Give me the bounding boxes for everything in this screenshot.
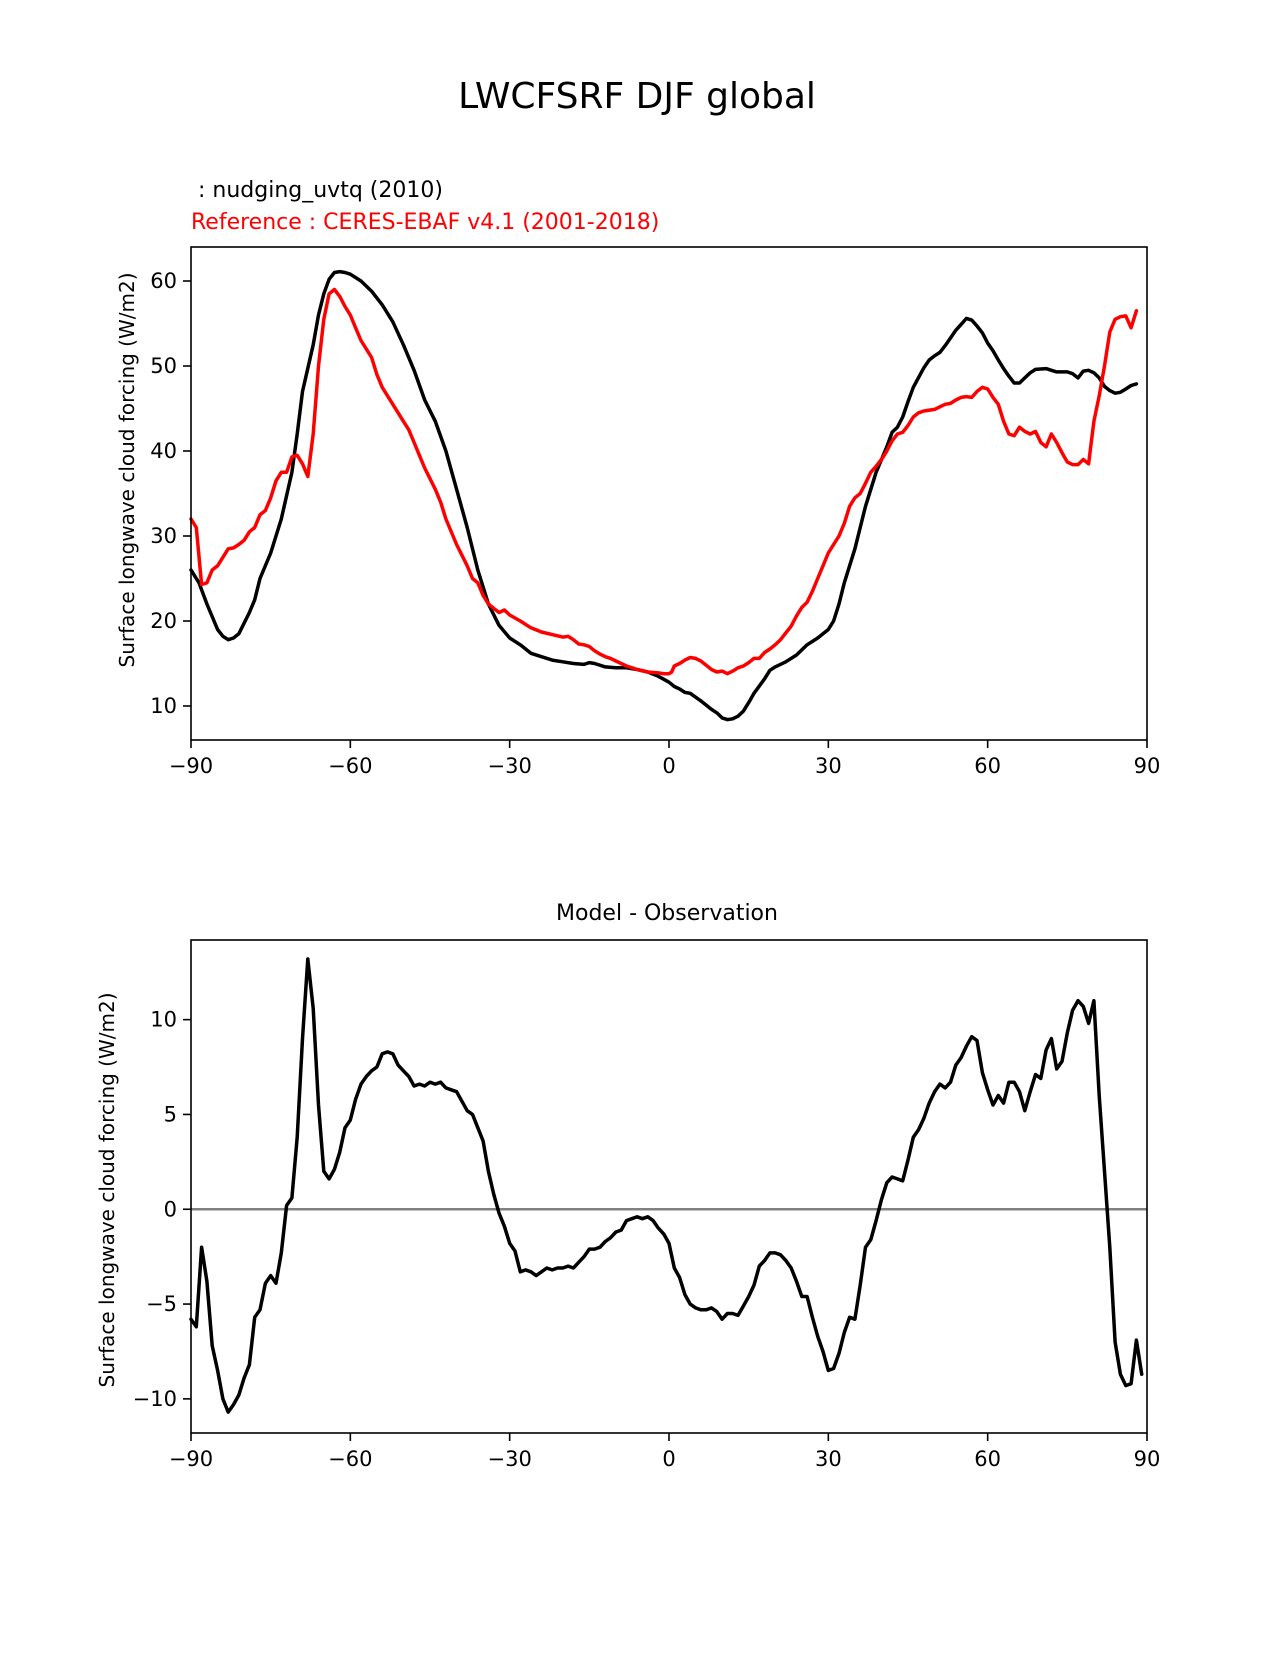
- bottom-ytick-label: 5: [164, 1102, 177, 1126]
- top-xtick-label: 90: [1134, 754, 1161, 778]
- top-xtick-label: 30: [815, 754, 842, 778]
- top-xtick-label: −90: [169, 754, 213, 778]
- top-ytick-label: 60: [150, 269, 177, 293]
- bottom-plot-area: −90 −60 −30 0 30 60 90 −10 −5 0 5 10: [133, 939, 1161, 1471]
- top-xtick-label: −30: [488, 754, 532, 778]
- top-ytick-label: 50: [150, 354, 177, 378]
- bottom-xtick-label: −30: [488, 1447, 532, 1471]
- bottom-ytick-label: −10: [133, 1387, 177, 1411]
- top-ytick-label: 10: [150, 694, 177, 718]
- top-series-line-1: [189, 287, 1139, 676]
- bottom-xtick-label: 0: [662, 1447, 675, 1471]
- reference-label: Reference : CERES-EBAF v4.1 (2001-2018): [191, 210, 659, 235]
- top-ytick-label: 30: [150, 524, 177, 548]
- bottom-ytick-label: −5: [146, 1292, 177, 1316]
- figure-title: LWCFSRF DJF global: [458, 76, 816, 117]
- top-ytick-label: 20: [150, 609, 177, 633]
- top-plot-area: −90 −60 −30 0 30 60 90 10 20 30 40 50 60: [150, 246, 1161, 778]
- bottom-ylabel: Surface longwave cloud forcing (W/m2): [95, 992, 119, 1387]
- bottom-xtick-label: −60: [328, 1447, 372, 1471]
- top-xtick-label: 0: [662, 754, 675, 778]
- model-label: : nudging_uvtq (2010): [191, 178, 443, 203]
- bottom-ytick-label: 0: [164, 1197, 177, 1221]
- top-ytick-label: 40: [150, 439, 177, 463]
- bottom-xtick-label: 30: [815, 1447, 842, 1471]
- bottom-ytick-label: 10: [150, 1008, 177, 1032]
- bottom-series-line-0: [189, 957, 1144, 1414]
- top-ylabel: Surface longwave cloud forcing (W/m2): [115, 272, 139, 667]
- bottom-xtick-label: 60: [974, 1447, 1001, 1471]
- chart-bottom: Model - Observation Surface longwave clo…: [95, 901, 1160, 1471]
- bottom-xtick-label: −90: [169, 1447, 213, 1471]
- bottom-xtick-label: 90: [1134, 1447, 1161, 1471]
- top-xtick-label: −60: [328, 754, 372, 778]
- chart-top: : nudging_uvtq (2010) Reference : CERES-…: [115, 178, 1160, 778]
- top-axes-frame: [190, 246, 1148, 741]
- top-series-line-0: [189, 269, 1139, 722]
- bottom-title: Model - Observation: [556, 901, 778, 926]
- top-xtick-label: 60: [974, 754, 1001, 778]
- bottom-axes-frame: [190, 939, 1148, 1434]
